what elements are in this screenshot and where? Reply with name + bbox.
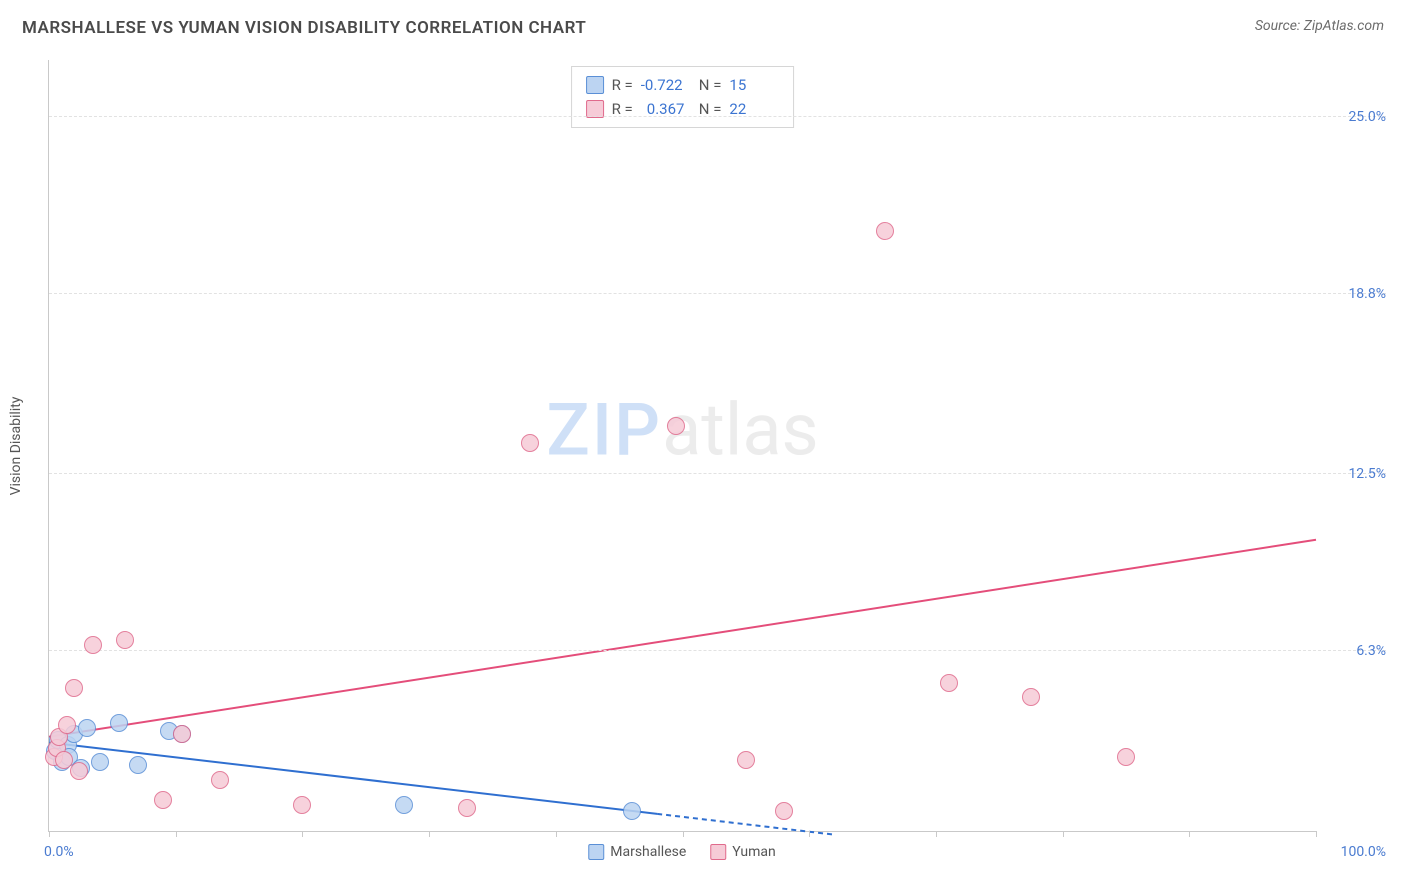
data-point	[458, 799, 476, 817]
data-point	[1022, 688, 1040, 706]
y-tick-label: 25.0%	[1326, 109, 1386, 125]
data-point	[154, 791, 172, 809]
r-label: R =	[612, 73, 633, 97]
data-point	[211, 771, 229, 789]
data-point	[78, 719, 96, 737]
source-label: Source: ZipAtlas.com	[1255, 18, 1384, 34]
gridline	[49, 650, 1386, 651]
x-tick	[1189, 831, 1190, 837]
y-axis-label: Vision Disability	[8, 397, 24, 496]
header: MARSHALLESE VS YUMAN VISION DISABILITY C…	[0, 0, 1406, 46]
series-legend: Marshallese Yuman	[588, 844, 776, 860]
x-axis-max-label: 100.0%	[1341, 844, 1386, 860]
data-point	[58, 716, 76, 734]
stats-row-marshallese: R = -0.722 N = 15	[586, 73, 780, 97]
x-tick	[49, 831, 50, 837]
data-point	[623, 802, 641, 820]
x-tick	[1063, 831, 1064, 837]
data-point	[293, 796, 311, 814]
data-point	[737, 751, 755, 769]
n-value-marshallese: 15	[729, 73, 779, 97]
data-point	[116, 631, 134, 649]
chart-title: MARSHALLESE VS YUMAN VISION DISABILITY C…	[22, 18, 586, 38]
r-label: R =	[612, 97, 633, 121]
n-label: N =	[699, 73, 722, 97]
swatch-marshallese	[586, 76, 604, 94]
data-point	[876, 222, 894, 240]
stats-legend: R = -0.722 N = 15 R = 0.367 N = 22	[571, 66, 795, 128]
y-tick-label: 12.5%	[1326, 466, 1386, 482]
r-value-yuman: 0.367	[641, 97, 691, 121]
stats-row-yuman: R = 0.367 N = 22	[586, 97, 780, 121]
data-point	[129, 756, 147, 774]
x-tick	[556, 831, 557, 837]
x-tick	[936, 831, 937, 837]
data-point	[395, 796, 413, 814]
x-axis-min-label: 0.0%	[44, 844, 74, 860]
legend-swatch-marshallese	[588, 844, 604, 860]
data-point	[65, 679, 83, 697]
y-tick-label: 18.8%	[1326, 286, 1386, 302]
x-tick	[176, 831, 177, 837]
data-point	[70, 762, 88, 780]
data-point	[84, 636, 102, 654]
x-tick	[809, 831, 810, 837]
r-value-marshallese: -0.722	[641, 73, 691, 97]
data-point	[173, 725, 191, 743]
legend-label-marshallese: Marshallese	[610, 844, 686, 860]
gridline	[49, 293, 1386, 294]
x-tick	[429, 831, 430, 837]
gridline	[49, 473, 1386, 474]
n-label: N =	[699, 97, 722, 121]
x-tick	[302, 831, 303, 837]
chart-area: ZIPatlas R = -0.722 N = 15 R = 0.367 N =…	[48, 60, 1316, 832]
data-point	[521, 434, 539, 452]
legend-label-yuman: Yuman	[732, 844, 775, 860]
legend-item-yuman: Yuman	[710, 844, 775, 860]
legend-item-marshallese: Marshallese	[588, 844, 686, 860]
n-value-yuman: 22	[729, 97, 779, 121]
data-point	[775, 802, 793, 820]
data-point	[1117, 748, 1135, 766]
legend-swatch-yuman	[710, 844, 726, 860]
trend-lines	[49, 60, 1316, 831]
plot-region: ZIPatlas R = -0.722 N = 15 R = 0.367 N =…	[48, 60, 1316, 832]
y-tick-label: 6.3%	[1326, 643, 1386, 659]
gridline	[49, 116, 1386, 117]
x-tick	[683, 831, 684, 837]
data-point	[940, 674, 958, 692]
data-point	[110, 714, 128, 732]
data-point	[91, 753, 109, 771]
x-tick	[1316, 831, 1317, 837]
data-point	[667, 417, 685, 435]
